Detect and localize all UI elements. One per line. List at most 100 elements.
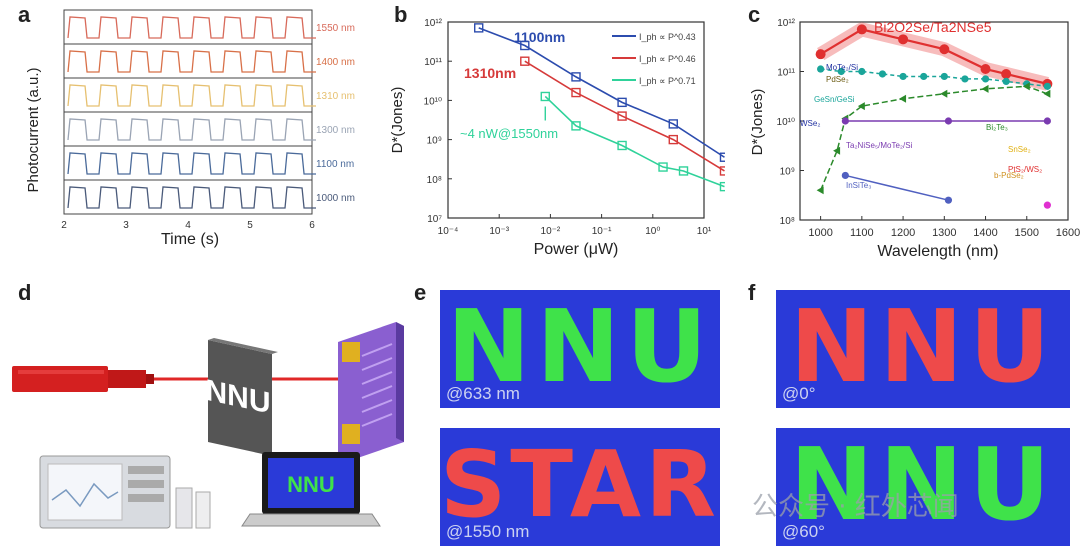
chart-a-row-frame	[63, 43, 313, 79]
chart-b-point	[617, 111, 627, 121]
image-e-bottom-letters: STAR	[440, 431, 720, 538]
chart-b-point	[571, 72, 581, 82]
chart-c-ylabel: D*(Jones)	[750, 89, 766, 156]
chart-c-material-label: Bi₂Te₃	[986, 123, 1008, 132]
chart-a-series-line	[67, 186, 316, 209]
chart-c-point	[837, 67, 845, 76]
image-e-top-caption: @633 nm	[446, 384, 520, 403]
watermark: 公众号 · 红外芯闻	[752, 492, 959, 522]
chart-c-material-label: GeSn/GeSi	[814, 95, 855, 104]
chart-c-series-line	[845, 174, 949, 201]
chart-b-fit-line	[478, 27, 725, 158]
chart-c-point	[940, 72, 948, 81]
chart-c-material-label: PdSe₂	[826, 75, 849, 84]
chart-b: 10⁻⁴ 10⁻³ 10⁻² 10⁻¹ 10⁰ 10¹ 10⁷ 10⁸ 10⁹ 10¹⁰ 10¹¹ 1…	[389, 18, 725, 258]
chart-a-ylabel: Photocurrent (a.u.)	[25, 67, 42, 192]
chart-a-xtick: 5	[247, 220, 253, 231]
chart-c-point	[898, 34, 909, 45]
chart-c-xtick: 1500	[1015, 227, 1039, 239]
chart-c-ytick: 10¹⁰	[777, 117, 795, 128]
image-e-top-letters: NNU	[446, 290, 714, 405]
annot-1310: 1310nm	[464, 65, 516, 81]
chart-c-point	[856, 24, 867, 35]
chart-c-ytick: 10⁸	[780, 216, 795, 227]
chart-c-point	[857, 102, 865, 111]
chart-b-legend-label: I_ph ∝ P^0.46	[639, 54, 696, 64]
chart-a-series-line	[67, 16, 316, 39]
chart-c-point	[1043, 89, 1051, 98]
chart-c-point	[841, 117, 849, 125]
image-e-top: NNU @633 nm	[440, 290, 720, 408]
image-f-bottom-caption: @60°	[782, 522, 825, 541]
laser-source	[12, 366, 154, 392]
chart-a-series-line	[67, 50, 316, 73]
chart-c-point	[1043, 117, 1051, 125]
chart-a-xlabel: Time (s)	[161, 231, 219, 248]
chart-a-xtick: 2	[61, 220, 67, 231]
panel-label-d: d	[18, 280, 32, 305]
chart-b-point	[617, 140, 627, 151]
chart-b-point	[474, 23, 484, 33]
chart-b-xtick: 10⁻²	[541, 226, 561, 237]
chart-b-xtick: 10⁻⁴	[438, 226, 459, 237]
chart-b-xtick: 10⁻¹	[592, 226, 612, 237]
device-chip	[338, 322, 404, 462]
chart-c-xtick: 1000	[808, 227, 832, 239]
chart-c-point	[981, 75, 990, 83]
image-e-bottom-caption: @1550 nm	[446, 522, 530, 541]
chart-b-xlabel: Power (μW)	[534, 241, 619, 258]
panel-label-e: e	[414, 280, 427, 305]
chart-b-legend-label: I_ph ∝ P^0.71	[639, 76, 696, 86]
setup-illustration: NNU NNU	[12, 322, 404, 529]
annot-1550: ~4 nW@1550nm	[460, 126, 558, 141]
chart-c-point	[841, 171, 849, 180]
chart-b-point	[617, 97, 627, 108]
chart-b-point	[658, 162, 668, 172]
chart-c-point	[1043, 82, 1051, 90]
chart-c-point	[815, 49, 826, 60]
chart-c-ytick: 10¹¹	[777, 68, 795, 79]
chart-c-ytick: 10¹²	[777, 18, 795, 29]
chart-c-xtick: 1300	[932, 227, 956, 239]
chart-c-point	[817, 65, 825, 73]
chart-a-series-label: 1000 nm	[316, 193, 355, 204]
chart-c-point	[1022, 82, 1030, 91]
chart-a-series-label: 1300 nm	[316, 125, 355, 136]
chart-b-xtick: 10⁰	[645, 226, 660, 237]
chart-c-point	[833, 146, 841, 155]
nnu-mask: NNU	[206, 338, 278, 456]
chart-c-point	[961, 75, 969, 83]
chart-c-point	[939, 44, 950, 55]
chart-c-point	[1043, 201, 1051, 209]
image-f-top: NNU @0°	[776, 290, 1070, 408]
chart-b-xtick: 10¹	[697, 226, 712, 237]
chart-b-point	[668, 134, 678, 145]
image-f-top-caption: @0°	[782, 384, 816, 403]
chart-b-legend-label: I_ph ∝ P^0.43	[639, 32, 696, 42]
chart-a-series-label: 1100 nm	[316, 159, 354, 170]
chart-a-series-label: 1550 nm	[316, 23, 355, 34]
chart-b-frame	[447, 21, 705, 219]
annot-1100: 1100nm	[514, 29, 565, 45]
laptop-screen-text: NNU	[287, 472, 335, 497]
chart-b-point	[719, 181, 725, 192]
chart-b-ytick: 10¹²	[424, 18, 442, 29]
chart-a-xtick: 3	[123, 220, 129, 231]
chart-b-point	[520, 40, 530, 51]
chart-b-xtick: 10⁻³	[489, 226, 509, 237]
chart-b-ytick: 10⁷	[427, 214, 442, 225]
chart-c-material-label: InSiTe₃	[846, 181, 872, 190]
chart-a-series-line	[67, 118, 316, 141]
chart-a-row-frame	[63, 145, 313, 181]
chart-b-point	[571, 121, 581, 131]
panel-label-c: c	[748, 2, 761, 27]
image-f-bottom-letters: NNU	[789, 428, 1057, 543]
chart-c-title: Bi2O2Se/Ta2NSe5	[874, 19, 992, 35]
chart-b-point	[571, 87, 581, 98]
chart-b-point	[719, 166, 725, 176]
chart-c-point	[944, 196, 953, 204]
chart-a-row-frame	[63, 77, 313, 113]
chart-c-point	[878, 70, 887, 78]
chart-b-ytick: 10⁹	[427, 136, 442, 147]
chart-c-point	[1002, 77, 1010, 85]
